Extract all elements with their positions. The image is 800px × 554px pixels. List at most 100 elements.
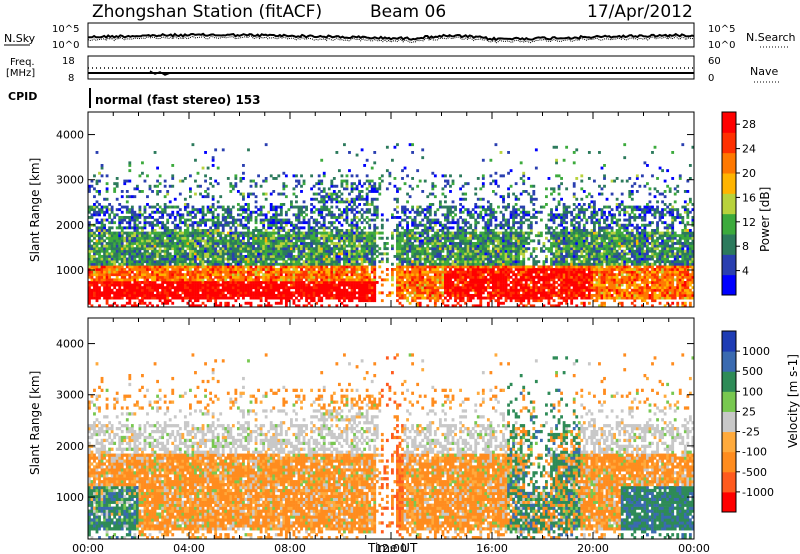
power-cell (325, 255, 329, 258)
power-cell (431, 226, 435, 230)
power-cell (128, 257, 132, 261)
power-cell (449, 275, 452, 279)
power-cell (274, 262, 278, 266)
power-cell (350, 268, 354, 271)
power-cell (103, 291, 106, 295)
power-cell (186, 301, 190, 305)
power-cell (295, 286, 298, 290)
power-cell (128, 179, 132, 183)
power-cell (449, 286, 452, 290)
power-cell (236, 281, 240, 284)
power-cell (125, 249, 129, 253)
power-cell (375, 187, 379, 191)
power-cell (247, 226, 250, 230)
power-cell (279, 268, 283, 271)
power-cell (436, 294, 440, 297)
power-cell (350, 275, 354, 279)
power-cell (368, 223, 372, 227)
power-cell (426, 265, 430, 269)
power-cell (272, 218, 276, 222)
power-cell (211, 229, 215, 232)
power-cell (388, 174, 392, 178)
power-cell (446, 247, 450, 251)
power-cell (312, 255, 316, 258)
power-cell (423, 270, 427, 274)
power-cell (322, 252, 326, 256)
power-cell (418, 286, 422, 290)
power-cell (130, 205, 134, 209)
power-cell (219, 265, 223, 269)
power-cell (206, 281, 210, 284)
power-cell (411, 275, 415, 279)
power-cell (451, 255, 455, 258)
power-cell (153, 229, 157, 232)
power-cell (216, 242, 220, 245)
power-cell (350, 190, 354, 193)
power-cell (183, 275, 187, 279)
power-cell (93, 296, 96, 300)
power-cell (100, 249, 104, 253)
power-cell (444, 283, 447, 287)
power-cell (438, 223, 442, 227)
power-cell (252, 192, 255, 196)
power-cell (138, 226, 142, 230)
power-cell (332, 184, 336, 188)
power-cell (305, 283, 308, 287)
power-cell (428, 294, 432, 297)
power-cell (307, 262, 311, 266)
power-cell (224, 247, 228, 251)
power-cell (209, 296, 213, 300)
power-cell (199, 255, 202, 258)
power-cell (183, 278, 187, 282)
power-cell (216, 281, 220, 284)
power-cell (133, 231, 137, 235)
power-cell (279, 247, 283, 251)
power-cell (103, 260, 106, 264)
power-cell (421, 268, 425, 271)
power-cell (365, 291, 369, 295)
power-cell (120, 304, 124, 308)
power-cell (464, 273, 468, 277)
power-cell (416, 260, 420, 264)
power-cell (363, 210, 367, 214)
power-cell (100, 166, 104, 170)
power-cell (363, 164, 367, 167)
power-cell (416, 281, 420, 284)
power-cell (295, 270, 298, 274)
power-cell (120, 273, 124, 277)
power-cell (469, 257, 473, 261)
power-cell (267, 252, 271, 256)
power-cell (143, 278, 147, 282)
power-cell (408, 210, 412, 214)
power-cell (216, 278, 220, 282)
power-cell (401, 281, 404, 284)
power-cell (120, 262, 124, 266)
power-cell (332, 244, 336, 248)
power-cell (411, 299, 415, 303)
power-cell (444, 231, 447, 235)
power-cell (459, 286, 462, 290)
power-cell (244, 208, 248, 212)
power-cell (322, 257, 326, 261)
power-cell (141, 190, 144, 193)
power-cell (146, 252, 149, 256)
power-cell (272, 268, 276, 271)
power-cell (403, 270, 407, 274)
power-cell (161, 231, 165, 235)
power-cell (469, 299, 473, 303)
power-cell (120, 190, 124, 193)
power-cell (191, 283, 195, 287)
power-cell (156, 296, 159, 300)
power-cell (418, 231, 422, 235)
power-cell (244, 283, 248, 287)
power-cell (327, 221, 331, 225)
power-cell (224, 221, 228, 225)
power-cell (100, 234, 104, 238)
power-cell (100, 210, 104, 214)
power-cell (279, 296, 283, 300)
power-cell (176, 234, 180, 238)
power-cell (125, 208, 129, 212)
power-cell (194, 213, 197, 217)
power-cell (426, 273, 430, 277)
power-cell (365, 283, 369, 287)
